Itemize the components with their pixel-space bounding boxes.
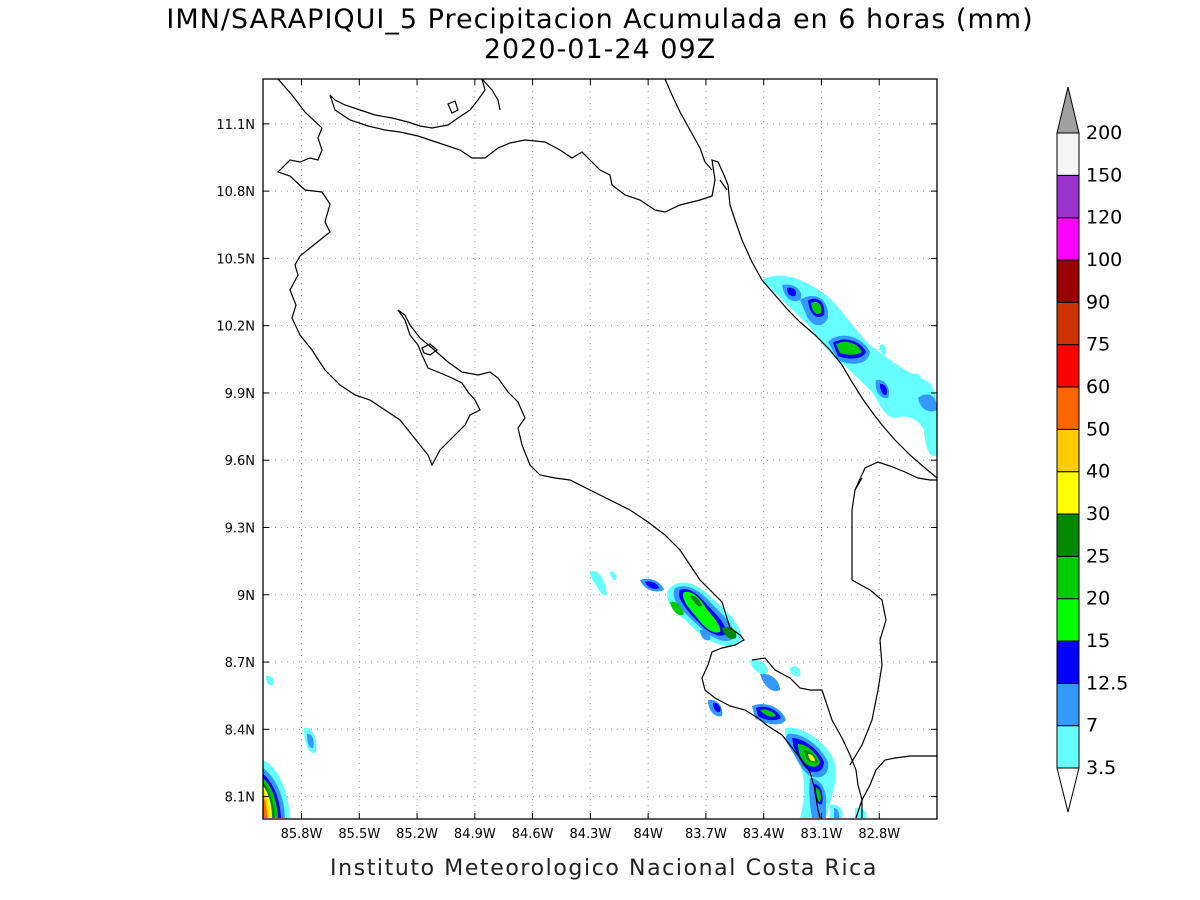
colorbar-level-label: 60 xyxy=(1086,376,1110,398)
map-frame xyxy=(262,78,938,820)
colorbar-level-label: 7 xyxy=(1086,715,1098,737)
colorbar-level-label: 20 xyxy=(1086,588,1110,610)
caribbean-coast xyxy=(329,79,937,479)
island-2 xyxy=(421,343,438,356)
colorbar-level-label: 50 xyxy=(1086,418,1110,440)
nicaragua-lake-coast xyxy=(481,79,501,111)
footer-credit: Instituto Meteorologico Nacional Costa R… xyxy=(330,856,878,881)
lat-tick-label: 8.1N xyxy=(225,791,255,806)
panama-caribbean-coast xyxy=(854,461,937,491)
lon-tick-label: 83.4W xyxy=(743,827,785,842)
lat-tick-label: 9.6N xyxy=(225,454,255,469)
lon-tick-label: 84W xyxy=(633,827,663,842)
colorbar-level-label: 200 xyxy=(1086,122,1122,144)
colorbar-swatch xyxy=(1056,471,1080,515)
lat-tick-label: 10.8N xyxy=(216,185,255,200)
colorbar-level-label: 100 xyxy=(1086,249,1122,271)
map-title: IMN/SARAPIQUI_5 Precipitacion Acumulada … xyxy=(166,4,1034,35)
colorbar-level-label: 3.5 xyxy=(1086,757,1116,779)
precip-cell-pacific-south xyxy=(590,570,867,818)
northern-border xyxy=(664,79,713,171)
lat-tick-label: 9.3N xyxy=(225,521,255,536)
lon-tick-label: 84.9W xyxy=(454,827,496,842)
colorbar-level-label: 90 xyxy=(1086,291,1110,313)
colorbar-level-label: 15 xyxy=(1086,630,1110,652)
colorbar-swatch xyxy=(1056,682,1080,727)
lon-tick-label: 85.5W xyxy=(338,827,380,842)
precip-cell-caribbean-north xyxy=(762,275,937,457)
lat-tick-label: 10.2N xyxy=(216,320,255,335)
lat-tick-label: 8.4N xyxy=(225,723,255,738)
colorbar-swatch xyxy=(1056,386,1080,430)
colorbar-over-triangle xyxy=(1056,86,1080,134)
colorbar-swatch xyxy=(1056,217,1080,261)
colorbar-level-label: 120 xyxy=(1086,207,1122,229)
map-axes: 85.8W 85.5W 85.2W 84.9W 84.6W 84.3W 84W 83.7W 83… xyxy=(216,79,937,842)
gulf-nicoya-inner-coast xyxy=(397,309,821,819)
map-grid xyxy=(263,79,937,819)
colorbar-swatch xyxy=(1056,555,1080,600)
colorbar-swatch xyxy=(1056,301,1080,346)
map-datetime: 2020-01-24 09Z xyxy=(483,34,717,65)
colorbar-level-label: 12.5 xyxy=(1086,672,1128,694)
nicaragua-costa-rica-coast xyxy=(276,79,481,467)
colorbar-swatch xyxy=(1056,640,1080,684)
colorbar: 3.5 7 12.5 15 20 25 30 40 50 60 75 90 100 120 150 200 xyxy=(1056,86,1128,813)
panama-border xyxy=(855,755,937,819)
lat-tick-label: 9N xyxy=(237,589,255,604)
osa-peninsula-coast xyxy=(751,657,863,818)
lat-tick-label: 9.9N xyxy=(225,387,255,402)
lat-tick-label: 11.1N xyxy=(216,118,255,133)
colorbar-swatch xyxy=(1056,259,1080,303)
colorbar-level-label: 150 xyxy=(1086,164,1122,186)
lat-tick-label: 8.7N xyxy=(225,656,255,671)
lon-tick-label: 85.2W xyxy=(396,827,438,842)
colorbar-swatch xyxy=(1056,598,1080,642)
lon-tick-label: 84.3W xyxy=(569,827,611,842)
island-3 xyxy=(719,179,728,191)
border-panama-inland xyxy=(849,477,887,766)
colorbar-level-label: 25 xyxy=(1086,545,1110,567)
lon-tick-label: 85.8W xyxy=(281,827,323,842)
colorbar-level-label: 75 xyxy=(1086,334,1110,356)
colorbar-swatch xyxy=(1056,132,1080,176)
lon-tick-label: 83.1W xyxy=(801,827,843,842)
colorbar-swatch xyxy=(1056,513,1080,557)
precip-cell-west xyxy=(263,675,317,818)
colorbar-swatch xyxy=(1056,428,1080,473)
lat-tick-label: 10.5N xyxy=(216,252,255,267)
colorbar-under-triangle xyxy=(1056,767,1080,813)
lon-tick-label: 82.8W xyxy=(858,827,900,842)
colorbar-swatch xyxy=(1056,344,1080,388)
colorbar-level-label: 40 xyxy=(1086,461,1110,483)
colorbar-swatch xyxy=(1056,725,1080,769)
island-1 xyxy=(447,100,459,114)
colorbar-swatch xyxy=(1056,174,1080,219)
colorbar-level-label: 30 xyxy=(1086,503,1110,525)
lon-tick-label: 83.7W xyxy=(685,827,727,842)
coastlines xyxy=(276,79,937,819)
lon-tick-label: 84.6W xyxy=(512,827,554,842)
